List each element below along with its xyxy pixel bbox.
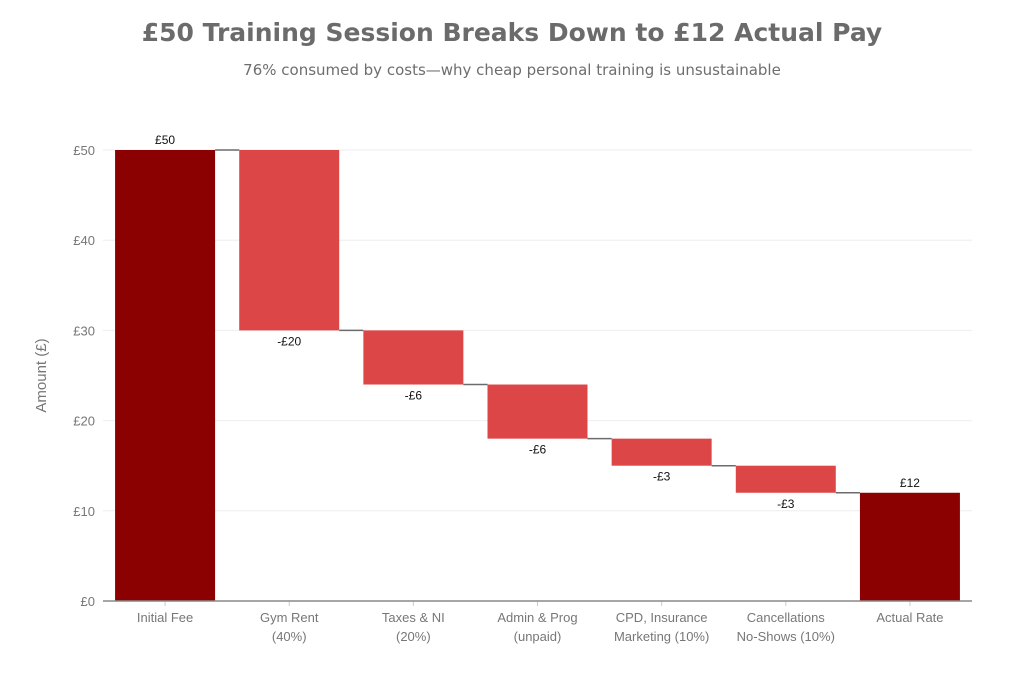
x-tick-label: (unpaid) (514, 629, 562, 644)
x-tick-label: (40%) (272, 629, 307, 644)
data-label: £50 (155, 133, 175, 147)
bar (239, 150, 340, 331)
data-label: -£3 (777, 497, 795, 511)
y-tick-label: £0 (81, 594, 95, 609)
bar (487, 384, 588, 439)
data-label: £12 (900, 476, 920, 490)
bar (363, 330, 464, 385)
data-label: -£6 (529, 443, 547, 457)
data-label: -£6 (405, 389, 423, 403)
x-tick-label: (20%) (396, 629, 431, 644)
x-tick-label: Actual Rate (876, 610, 943, 625)
x-tick-label: Marketing (10%) (614, 629, 709, 644)
bar (859, 492, 960, 601)
y-tick-label: £30 (73, 323, 95, 338)
x-tick-label: Taxes & NI (382, 610, 445, 625)
data-label: -£3 (653, 470, 671, 484)
chart-title: £50 Training Session Breaks Down to £12 … (141, 18, 883, 47)
y-tick-label: £10 (73, 504, 95, 519)
bar (611, 438, 712, 466)
x-tick-label: Admin & Prog (497, 610, 577, 625)
x-tick-label: No-Shows (10%) (737, 629, 835, 644)
x-tick-label: Initial Fee (137, 610, 193, 625)
y-tick-label: £50 (73, 143, 95, 158)
x-tick-label: Gym Rent (260, 610, 319, 625)
bar (735, 465, 836, 493)
y-tick-label: £20 (73, 414, 95, 429)
y-axis-label: Amount (£) (33, 338, 50, 412)
x-tick-label: CPD, Insurance (616, 610, 708, 625)
data-label: -£20 (277, 334, 301, 348)
chart-subtitle: 76% consumed by costs—why cheap personal… (243, 61, 781, 79)
x-tick-label: Cancellations (747, 610, 826, 625)
y-tick-label: £40 (73, 233, 95, 248)
bar (115, 150, 216, 601)
